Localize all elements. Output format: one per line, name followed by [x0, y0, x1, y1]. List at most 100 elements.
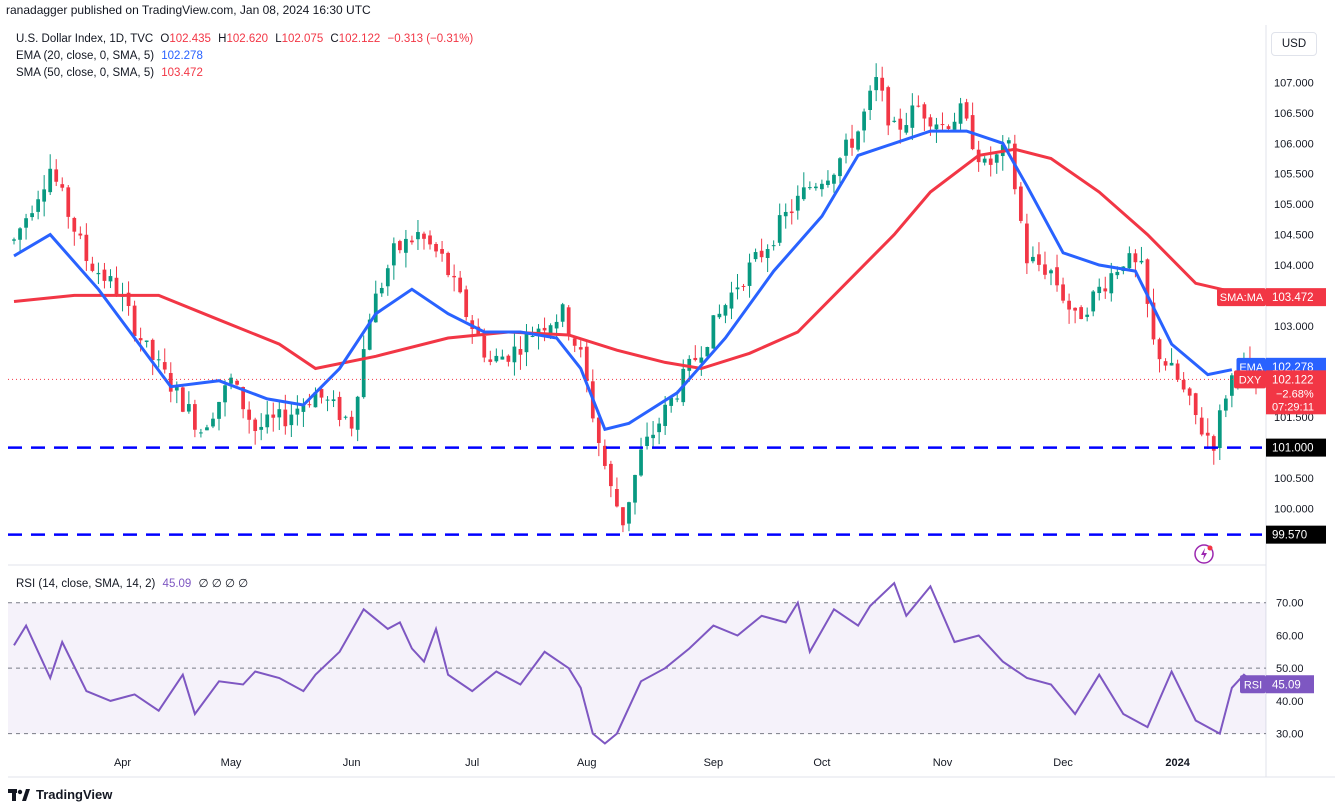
tradingview-logo[interactable]: TradingView [8, 787, 112, 802]
candle-body [651, 434, 655, 439]
candle-body [657, 423, 661, 433]
candle-body [1199, 417, 1204, 435]
level-tag-value: 99.570 [1272, 530, 1307, 542]
candle-body [60, 184, 65, 188]
price-tick-label: 100.500 [1274, 473, 1314, 485]
candle-body [994, 154, 999, 163]
candle-body [554, 321, 559, 329]
price-tick-label: 100.000 [1274, 503, 1314, 515]
candles [12, 63, 1258, 533]
candle-body [476, 326, 481, 336]
candle-body [1049, 270, 1053, 274]
level-tag-bg [1266, 438, 1326, 457]
candle-body [36, 199, 40, 212]
candle-body [54, 169, 59, 182]
candle-body [235, 380, 239, 385]
candle-body [856, 131, 860, 150]
candle-body [1139, 260, 1144, 263]
flash-icon[interactable] [1193, 543, 1215, 565]
rsi-tick-label: 70.00 [1276, 598, 1304, 610]
sma-tag-label-bg [1217, 288, 1266, 307]
candle-body [639, 449, 643, 476]
candle-body [838, 158, 842, 177]
candle-body [1103, 288, 1108, 292]
candle-body [404, 238, 408, 253]
candle-body [892, 120, 897, 122]
candle-body [765, 249, 770, 258]
candle-body [958, 103, 963, 124]
time-tick-label: Dec [1053, 757, 1073, 769]
candle-body [1230, 375, 1234, 396]
candle-body [735, 287, 740, 290]
level-tag-bg [1266, 525, 1326, 544]
candle-body [72, 217, 77, 232]
candle-body [1031, 256, 1035, 262]
candle-body [717, 313, 722, 318]
candle-body [156, 359, 161, 361]
candle-body [820, 183, 824, 190]
candle-body [241, 386, 245, 410]
candle-body [922, 104, 927, 119]
candle-body [355, 396, 360, 430]
candle-body [494, 355, 499, 362]
candle-body [138, 338, 143, 341]
sma-tag-value-bg [1266, 288, 1326, 307]
candle-body [627, 502, 631, 524]
candle-body [18, 228, 22, 240]
candle-body [826, 180, 830, 185]
rsi-line [13, 581, 1257, 745]
candle-body [1151, 302, 1156, 340]
candle-body [259, 426, 264, 430]
rsi-tag-value: 45.09 [1272, 679, 1301, 691]
ohlc-legend: U.S. Dollar Index, 1D, TVC O102.435 H102… [16, 33, 473, 45]
rsi-value: 45.09 [162, 578, 192, 590]
candle-body [398, 241, 402, 251]
currency-button[interactable]: USD [1271, 32, 1317, 56]
sma-label: SMA (50, close, 0, SMA, 5) [16, 67, 155, 79]
candle-body [952, 121, 957, 130]
candle-body [898, 118, 903, 130]
candle-body [904, 125, 909, 133]
candle-body [524, 332, 529, 353]
candle-body [982, 158, 987, 163]
rsi-band [8, 602, 1266, 735]
rsi-tick-label: 60.00 [1276, 630, 1304, 642]
candle-body [1073, 307, 1077, 311]
candle-body [1217, 410, 1222, 449]
candle-body [66, 187, 71, 217]
open-label: O [160, 33, 170, 45]
rsi-legend[interactable]: RSI (14, close, SMA, 14, 2) 45.09 ∅ ∅ ∅ … [16, 576, 248, 590]
candle-body [1115, 271, 1120, 276]
dxy-tag-value: 102.122 [1272, 374, 1314, 386]
close-label: C [330, 33, 339, 45]
candle-body [518, 349, 523, 355]
candle-body [795, 195, 800, 211]
time-tick-label: 2024 [1165, 757, 1190, 769]
candle-body [247, 409, 252, 420]
candle-body [874, 77, 879, 91]
price-tick-label: 106.500 [1274, 108, 1314, 120]
candle-body [1067, 300, 1071, 310]
candle-body [542, 327, 547, 331]
candle-body [705, 347, 710, 357]
sma-tag-value: 103.472 [1272, 292, 1314, 304]
candle-body [536, 328, 541, 336]
sma-legend[interactable]: SMA (50, close, 0, SMA, 5) 103.472 [16, 67, 203, 79]
rsi-tick-label: 30.00 [1276, 729, 1304, 741]
candle-body [488, 359, 493, 362]
candle-body [373, 293, 378, 323]
ema-legend[interactable]: EMA (20, close, 0, SMA, 5) 102.278 [16, 50, 203, 62]
high-value: 102.620 [226, 33, 269, 45]
candle-body [96, 272, 101, 275]
candle-body [988, 158, 993, 165]
candle-body [512, 346, 517, 363]
candle-body [801, 187, 806, 200]
candle-body [862, 111, 866, 131]
candle-body [410, 240, 414, 243]
candle-body [271, 414, 276, 418]
candle-body [572, 338, 577, 346]
candle-body [1018, 186, 1023, 221]
candle-body [452, 275, 456, 278]
candle-body [886, 87, 891, 126]
